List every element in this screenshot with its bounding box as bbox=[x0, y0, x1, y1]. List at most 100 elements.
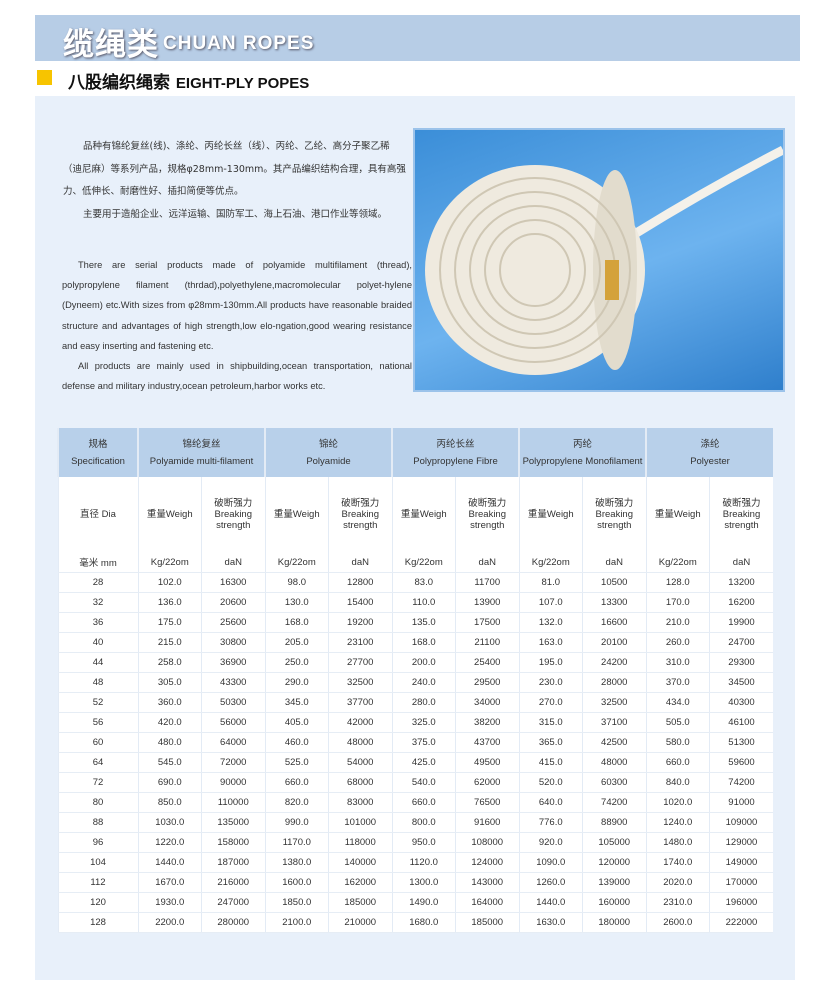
weight-cell: 2020.0 bbox=[645, 872, 710, 893]
strength-cell: 222000 bbox=[709, 912, 773, 933]
strength-cell: 32500 bbox=[582, 692, 646, 713]
weight-cell: 1680.0 bbox=[391, 912, 456, 933]
weight-cell: 540.0 bbox=[391, 772, 456, 793]
strength-cell: 10500 bbox=[582, 572, 646, 593]
section-title: 八股编织绳索 EIGHT-PLY POPES bbox=[68, 68, 309, 93]
strength-cell: 16600 bbox=[582, 612, 646, 633]
spec-header-cn: 规格 bbox=[88, 438, 108, 450]
material-header-cn: 丙纶 bbox=[572, 438, 592, 450]
strength-cell: 40300 bbox=[709, 692, 773, 713]
weight-cell: 1440.0 bbox=[137, 852, 202, 873]
strength-cell: 15400 bbox=[328, 592, 392, 613]
table-row: 40 215.0 30800 205.0 23100 168.0 21100 163.0 201… bbox=[57, 632, 773, 653]
weight-cell: 1240.0 bbox=[645, 812, 710, 833]
strength-cell: 29500 bbox=[455, 672, 519, 693]
diameter-cell: 32 bbox=[57, 592, 138, 613]
weight-cell: 107.0 bbox=[518, 592, 583, 613]
diameter-cell: 112 bbox=[57, 872, 138, 893]
strength-cell: 105000 bbox=[582, 832, 646, 853]
strength-label-cn: 破断强力 bbox=[468, 498, 507, 509]
weight-label: 重量Weigh bbox=[518, 477, 583, 552]
strength-label: 破断强力 Breaking strength bbox=[455, 477, 519, 552]
strength-cell: 180000 bbox=[582, 912, 646, 933]
strength-cell: 54000 bbox=[328, 752, 392, 773]
strength-label: 破断强力 Breaking strength bbox=[328, 477, 392, 552]
material-header: 涤纶 Polyester bbox=[645, 428, 773, 477]
weight-cell: 170.0 bbox=[645, 592, 710, 613]
diameter-cell: 48 bbox=[57, 672, 138, 693]
unit-weight: Kg/22om bbox=[645, 552, 710, 573]
rope-coil-photo bbox=[413, 128, 786, 392]
strength-cell: 196000 bbox=[709, 892, 773, 913]
material-header-cn: 涤纶 bbox=[700, 438, 720, 450]
weight-cell: 1740.0 bbox=[645, 852, 710, 873]
weight-cell: 260.0 bbox=[645, 632, 710, 653]
strength-cell: 42500 bbox=[582, 732, 646, 753]
weight-cell: 1630.0 bbox=[518, 912, 583, 933]
weight-cell: 1220.0 bbox=[137, 832, 202, 853]
weight-cell: 110.0 bbox=[391, 592, 456, 613]
material-header-en: Polyamide bbox=[306, 455, 351, 467]
strength-cell: 72000 bbox=[201, 752, 265, 773]
weight-cell: 840.0 bbox=[645, 772, 710, 793]
category-banner: 缆绳类 CHUAN ROPES bbox=[35, 15, 800, 63]
strength-label: 破断强力 Breaking strength bbox=[201, 477, 265, 552]
strength-cell: 162000 bbox=[328, 872, 392, 893]
weight-cell: 195.0 bbox=[518, 652, 583, 673]
strength-label-en: strength bbox=[343, 520, 378, 531]
strength-cell: 90000 bbox=[201, 772, 265, 793]
table-row: 96 1220.0 158000 1170.0 118000 950.0 108000 920… bbox=[57, 832, 773, 853]
description-cn-paragraph: 品种有锦纶复丝(线)、涤纶、丙纶长丝（线）、丙纶、乙纶、高分子聚乙稀（迪尼麻）等… bbox=[63, 141, 406, 197]
weight-cell: 820.0 bbox=[264, 792, 329, 813]
weight-cell: 2600.0 bbox=[645, 912, 710, 933]
strength-label-en: Breaking bbox=[468, 509, 507, 520]
strength-cell: 24700 bbox=[709, 632, 773, 653]
material-header: 丙纶 Polypropylene Monofilament bbox=[518, 428, 646, 477]
material-header-cn: 锦纶复丝 bbox=[182, 438, 221, 450]
diameter-cell: 88 bbox=[57, 812, 138, 833]
table-row: 88 1030.0 135000 990.0 101000 800.0 91600 776.0… bbox=[57, 812, 773, 833]
strength-cell: 135000 bbox=[201, 812, 265, 833]
strength-cell: 34500 bbox=[709, 672, 773, 693]
strength-cell: 48000 bbox=[582, 752, 646, 773]
strength-cell: 124000 bbox=[455, 852, 519, 873]
weight-cell: 240.0 bbox=[391, 672, 456, 693]
strength-cell: 56000 bbox=[201, 712, 265, 733]
strength-cell: 25400 bbox=[455, 652, 519, 673]
weight-cell: 420.0 bbox=[137, 712, 202, 733]
strength-cell: 20600 bbox=[201, 592, 265, 613]
description-en-paragraph: All products are mainly used in shipbuil… bbox=[62, 361, 412, 392]
strength-cell: 11700 bbox=[455, 572, 519, 593]
diameter-cell: 60 bbox=[57, 732, 138, 753]
strength-cell: 68000 bbox=[328, 772, 392, 793]
strength-cell: 13900 bbox=[455, 592, 519, 613]
table-row: 128 2200.0 280000 2100.0 210000 1680.0 185000 1… bbox=[57, 912, 773, 933]
weight-cell: 2200.0 bbox=[137, 912, 202, 933]
unit-weight: Kg/22om bbox=[137, 552, 202, 573]
table-row: 80 850.0 110000 820.0 83000 660.0 76500 640.0 74… bbox=[57, 792, 773, 813]
strength-cell: 139000 bbox=[582, 872, 646, 893]
unit-weight: Kg/22om bbox=[264, 552, 329, 573]
weight-label: 重量Weigh bbox=[645, 477, 710, 552]
weight-cell: 102.0 bbox=[137, 572, 202, 593]
weight-cell: 215.0 bbox=[137, 632, 202, 653]
strength-cell: 30800 bbox=[201, 632, 265, 653]
weight-cell: 345.0 bbox=[264, 692, 329, 713]
strength-cell: 62000 bbox=[455, 772, 519, 793]
diameter-cell: 28 bbox=[57, 572, 138, 593]
strength-label-en: strength bbox=[470, 520, 505, 531]
weight-cell: 290.0 bbox=[264, 672, 329, 693]
table-row: 56 420.0 56000 405.0 42000 325.0 38200 315.0 371… bbox=[57, 712, 773, 733]
spec-header-en: Specification bbox=[71, 455, 125, 467]
material-header-en: Polyester bbox=[690, 455, 730, 467]
weight-cell: 130.0 bbox=[264, 592, 329, 613]
weight-cell: 525.0 bbox=[264, 752, 329, 773]
weight-cell: 325.0 bbox=[391, 712, 456, 733]
strength-cell: 29300 bbox=[709, 652, 773, 673]
weight-cell: 1030.0 bbox=[137, 812, 202, 833]
strength-cell: 247000 bbox=[201, 892, 265, 913]
strength-cell: 12800 bbox=[328, 572, 392, 593]
strength-cell: 28000 bbox=[582, 672, 646, 693]
table-row: 36 175.0 25600 168.0 19200 135.0 17500 132.0 166… bbox=[57, 612, 773, 633]
weight-cell: 920.0 bbox=[518, 832, 583, 853]
